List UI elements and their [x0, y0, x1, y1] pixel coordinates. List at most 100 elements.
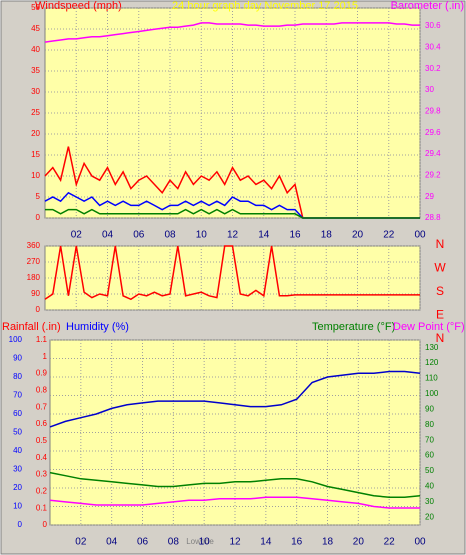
direction-label: E: [436, 308, 444, 322]
y-tick-label: 70: [13, 391, 22, 400]
temperature-label: Temperature (°F): [312, 321, 395, 333]
y-tick-label: 180: [27, 273, 41, 282]
y3-tick-label: 0: [43, 520, 48, 529]
x-tick-label: 02: [71, 230, 83, 241]
y-tick-label: 10: [13, 502, 22, 511]
y-tick-label: 35: [31, 66, 40, 75]
y3-tick-label: 1.1: [36, 335, 48, 344]
y-tick-label: 45: [31, 24, 40, 33]
x-tick-label: 08: [164, 230, 176, 241]
x-tick-label: 00: [414, 537, 426, 548]
series-line: [44, 22, 420, 43]
y2-tick-label: 29: [425, 192, 434, 201]
x-tick-label: 18: [321, 230, 333, 241]
y-tick-label: 270: [27, 257, 41, 266]
y-tick-label: 30: [13, 465, 22, 474]
y3-tick-label: 1: [43, 352, 48, 361]
barometer-label: Barometer (.in): [391, 0, 464, 12]
series-line: [49, 370, 421, 428]
x-tick-label: 16: [291, 537, 303, 548]
series-line: [49, 496, 420, 509]
y2-tick-label: 28.8: [425, 213, 441, 222]
direction-label: S: [436, 284, 444, 298]
x-tick-label: 22: [384, 537, 396, 548]
x-tick-label: 06: [133, 230, 145, 241]
y2-tick-label: 29.4: [425, 149, 441, 158]
chart-title: 24 hour graph day November 17 2015: [172, 0, 358, 12]
y-tick-label: 360: [27, 241, 41, 250]
y-tick-label: 5: [36, 192, 41, 201]
y2-tick-label: 29.6: [425, 128, 441, 137]
x-tick-label: 12: [227, 230, 239, 241]
y-tick-label: 20: [13, 483, 22, 492]
y2-tick-label: 20: [425, 512, 434, 521]
y-tick-label: 60: [13, 409, 22, 418]
y2-tick-label: 30.2: [425, 64, 441, 73]
wind-label: Windspeed (mph): [35, 0, 122, 12]
y2-tick-label: 130: [425, 343, 439, 352]
y-tick-label: 40: [13, 446, 22, 455]
dewpoint-label: Dew Point (°F): [393, 321, 465, 333]
y-tick-label: 0: [36, 305, 41, 314]
y2-tick-label: 30: [425, 85, 434, 94]
x-tick-label: 14: [258, 230, 270, 241]
rainfall-label: Rainfall (.in): [2, 321, 61, 333]
y-tick-label: 50: [31, 3, 40, 12]
x-tick-label: 08: [168, 537, 180, 548]
y3-tick-label: 0.1: [36, 503, 48, 512]
x-tick-label: 20: [353, 537, 365, 548]
y3-tick-label: 0.8: [36, 386, 48, 395]
y-tick-label: 0: [36, 213, 41, 222]
direction-label: N: [436, 237, 445, 251]
x-tick-label: 10: [199, 537, 211, 548]
y3-tick-label: 0.2: [36, 486, 48, 495]
y2-tick-label: 30.6: [425, 21, 441, 30]
y2-tick-label: 40: [425, 482, 434, 491]
y2-tick-label: 120: [425, 358, 439, 367]
x-tick-label: 18: [322, 537, 334, 548]
series-line: [49, 471, 421, 499]
series-line: [45, 208, 420, 219]
x-tick-label: 00: [414, 230, 426, 241]
y-tick-label: 40: [31, 45, 40, 54]
y2-tick-label: 50: [425, 466, 434, 475]
x-tick-label: 06: [137, 537, 149, 548]
x-tick-label: 02: [75, 537, 87, 548]
x-tick-label: 14: [260, 537, 272, 548]
y2-tick-label: 29.2: [425, 170, 441, 179]
x-tick-label: 16: [289, 230, 301, 241]
y-tick-label: 30: [31, 87, 40, 96]
x-tick-label: 04: [106, 537, 118, 548]
y-tick-label: 90: [31, 289, 40, 298]
series-line: [44, 245, 420, 301]
y3-tick-label: 0.5: [36, 436, 48, 445]
y2-tick-label: 70: [425, 435, 434, 444]
direction-label: N: [436, 331, 445, 345]
direction-label: W: [434, 261, 446, 275]
y2-tick-label: 60: [425, 451, 434, 460]
y2-tick-label: 90: [425, 404, 434, 413]
y3-tick-label: 0.9: [36, 369, 48, 378]
annotation: Lowtide: [186, 537, 214, 546]
humidity-label: Humidity (%): [66, 321, 129, 333]
y3-tick-label: 0.3: [36, 470, 48, 479]
y-tick-label: 100: [9, 335, 23, 344]
y2-tick-label: 110: [425, 374, 438, 383]
y2-tick-label: 29.8: [425, 107, 441, 116]
x-tick-label: 10: [196, 230, 208, 241]
y-tick-label: 0: [18, 520, 23, 529]
x-tick-label: 22: [383, 230, 395, 241]
y2-tick-label: 100: [425, 389, 439, 398]
y-tick-label: 25: [31, 108, 40, 117]
y-tick-label: 80: [13, 372, 22, 381]
y2-tick-label: 30.4: [425, 43, 441, 52]
y-tick-label: 20: [31, 129, 40, 138]
y-tick-label: 50: [13, 428, 22, 437]
y-tick-label: 15: [31, 150, 40, 159]
y3-tick-label: 0.7: [36, 402, 48, 411]
y-tick-label: 90: [13, 354, 22, 363]
y2-tick-label: 80: [425, 420, 434, 429]
x-tick-label: 04: [102, 230, 114, 241]
x-tick-label: 20: [352, 230, 364, 241]
